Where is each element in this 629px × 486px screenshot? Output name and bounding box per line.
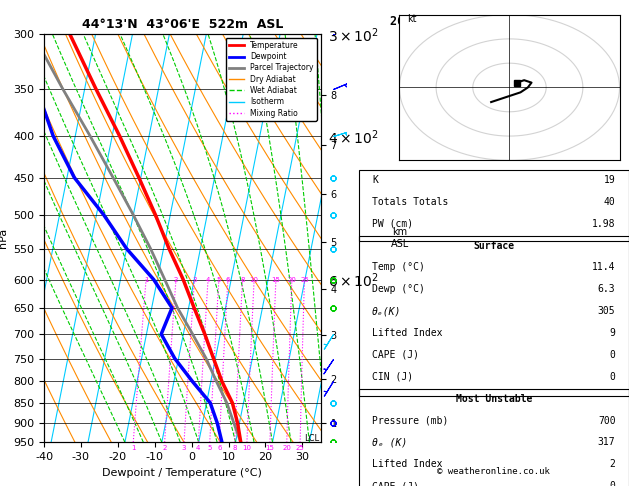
- Text: 11.4: 11.4: [592, 262, 615, 273]
- Text: PW (cm): PW (cm): [372, 219, 413, 229]
- Text: 15: 15: [265, 445, 274, 451]
- Text: 1.98: 1.98: [592, 219, 615, 229]
- Text: 0: 0: [610, 372, 615, 382]
- Text: 317: 317: [598, 437, 615, 448]
- Text: 700: 700: [598, 416, 615, 426]
- Text: 40: 40: [604, 197, 615, 207]
- Text: 20: 20: [287, 277, 296, 282]
- Text: 6: 6: [217, 445, 221, 451]
- Text: 2: 2: [162, 445, 167, 451]
- Text: θₑ (K): θₑ (K): [372, 437, 408, 448]
- Text: 26.05.2024  03GMT  (Base: 18): 26.05.2024 03GMT (Base: 18): [391, 15, 597, 28]
- Text: CAPE (J): CAPE (J): [372, 481, 419, 486]
- Text: 2: 2: [174, 277, 178, 282]
- Text: Lifted Index: Lifted Index: [372, 328, 443, 338]
- Text: 2: 2: [610, 459, 615, 469]
- Text: 4: 4: [196, 445, 201, 451]
- Text: 8: 8: [232, 445, 237, 451]
- Text: 3: 3: [192, 277, 197, 282]
- Bar: [359, 236, 629, 396]
- Text: 1: 1: [131, 445, 135, 451]
- Text: 305: 305: [598, 306, 615, 316]
- Text: Totals Totals: Totals Totals: [372, 197, 448, 207]
- Text: 1: 1: [144, 277, 148, 282]
- Text: 10: 10: [242, 445, 252, 451]
- Text: 6.3: 6.3: [598, 284, 615, 295]
- Y-axis label: km
ASL: km ASL: [391, 227, 409, 249]
- Text: 20: 20: [282, 445, 291, 451]
- Text: kt: kt: [407, 14, 416, 24]
- Text: Pressure (mb): Pressure (mb): [372, 416, 448, 426]
- Legend: Temperature, Dewpoint, Parcel Trajectory, Dry Adiabat, Wet Adiabat, Isotherm, Mi: Temperature, Dewpoint, Parcel Trajectory…: [226, 38, 317, 121]
- Bar: [359, 170, 629, 241]
- Text: 3: 3: [182, 445, 186, 451]
- Text: Surface: Surface: [473, 241, 515, 251]
- Text: 19: 19: [604, 175, 615, 185]
- Text: CAPE (J): CAPE (J): [372, 350, 419, 360]
- Text: Temp (°C): Temp (°C): [372, 262, 425, 273]
- Text: Lifted Index: Lifted Index: [372, 459, 443, 469]
- Text: CIN (J): CIN (J): [372, 372, 413, 382]
- Text: 6: 6: [226, 277, 230, 282]
- Text: θₑ(K): θₑ(K): [372, 306, 401, 316]
- Text: 25: 25: [300, 277, 309, 282]
- Text: 4: 4: [206, 277, 210, 282]
- Text: 0: 0: [610, 350, 615, 360]
- Y-axis label: hPa: hPa: [0, 228, 8, 248]
- Title: 44°13'N  43°06'E  522m  ASL: 44°13'N 43°06'E 522m ASL: [82, 18, 283, 32]
- Text: 15: 15: [272, 277, 281, 282]
- Text: LCL: LCL: [304, 434, 319, 443]
- Text: 5: 5: [208, 445, 212, 451]
- Text: K: K: [372, 175, 378, 185]
- Text: 25: 25: [296, 445, 304, 451]
- Text: © weatheronline.co.uk: © weatheronline.co.uk: [437, 467, 550, 476]
- Bar: [359, 389, 629, 486]
- Text: 5: 5: [216, 277, 221, 282]
- Text: 0: 0: [610, 481, 615, 486]
- Text: Dewp (°C): Dewp (°C): [372, 284, 425, 295]
- X-axis label: Dewpoint / Temperature (°C): Dewpoint / Temperature (°C): [103, 468, 262, 478]
- Text: 8: 8: [240, 277, 245, 282]
- Text: 10: 10: [250, 277, 259, 282]
- Text: 9: 9: [610, 328, 615, 338]
- Text: Most Unstable: Most Unstable: [455, 394, 532, 404]
